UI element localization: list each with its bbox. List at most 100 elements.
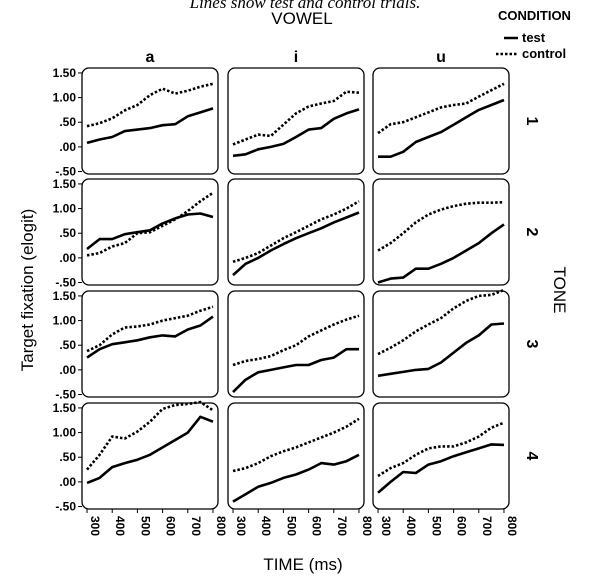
series-line-control <box>377 288 505 356</box>
series-line-test <box>377 443 505 494</box>
panel-tone-2-vowel-u <box>372 178 510 286</box>
row-facet-title: TONE <box>550 267 569 314</box>
panel-frame <box>372 290 510 398</box>
series-line-control <box>86 191 214 257</box>
facet-row-label-3: 3 <box>523 340 540 349</box>
panel-tone-2-vowel-i <box>227 178 365 286</box>
series-line-test <box>86 212 214 251</box>
x-tick-label: 700 <box>189 516 203 536</box>
series-line-control <box>232 417 360 473</box>
legend-label-control: control <box>522 46 566 61</box>
panel-tone-1-vowel-a <box>81 67 219 175</box>
y-tick-label: .50 <box>59 450 76 464</box>
facet-row-labels: 1 2 3 4 <box>523 117 540 461</box>
y-tick-label: 1.00 <box>53 202 77 216</box>
panel-frame <box>227 402 365 510</box>
series-line-control <box>377 421 505 478</box>
panel-tone-3-vowel-u <box>372 288 510 398</box>
x-tick-label: 500 <box>284 516 298 536</box>
y-tick-label: 1.50 <box>53 289 77 303</box>
x-tick-label: 300 <box>88 516 102 536</box>
legend: CONDITION test control <box>496 8 571 61</box>
x-tick-label: 800 <box>214 516 228 536</box>
x-tick-label: 600 <box>164 516 178 536</box>
x-tick-label: 700 <box>480 516 494 536</box>
y-tick-label: -.50 <box>55 276 76 290</box>
panel-tone-2-vowel-a <box>81 178 219 286</box>
y-axis-title: Target fixation (elogit) <box>18 209 37 372</box>
facet-row-label-2: 2 <box>523 228 540 237</box>
series-line-control <box>377 82 505 135</box>
series-line-test <box>378 98 505 158</box>
chart-title: Lines show test and control trials. <box>189 0 421 12</box>
panel-frame <box>372 402 510 510</box>
panel-frame <box>81 290 219 398</box>
facet-row-label-1: 1 <box>523 117 540 126</box>
series-line-test <box>377 322 505 378</box>
x-tick-label: 600 <box>310 516 324 536</box>
y-tick-label: 1.50 <box>53 401 77 415</box>
x-tick-label: 400 <box>404 516 418 536</box>
x-tick-label: 300 <box>379 516 393 536</box>
y-tick-label: .00 <box>59 363 76 377</box>
facet-panels <box>81 67 510 510</box>
series-line-test <box>232 108 360 158</box>
series-line-test <box>232 211 360 277</box>
x-tick-label: 400 <box>113 516 127 536</box>
col-facet-title: VOWEL <box>271 9 332 28</box>
panel-frame <box>227 67 365 175</box>
y-tick-label: 1.00 <box>53 91 77 105</box>
panel-tone-4-vowel-i <box>227 402 365 510</box>
x-tick-label: 800 <box>505 516 519 536</box>
facet-row-label-4: 4 <box>523 452 540 461</box>
legend-title: CONDITION <box>498 8 571 23</box>
series-line-control <box>86 305 214 353</box>
panel-tone-4-vowel-a <box>81 400 219 510</box>
y-tick-label: -.50 <box>55 388 76 402</box>
x-tick-label: 300 <box>234 516 248 536</box>
facet-column-label-i: i <box>294 49 298 66</box>
series-line-control <box>232 90 360 146</box>
y-tick-label: 1.50 <box>53 177 77 191</box>
x-tick-label: 500 <box>138 516 152 536</box>
x-axis-title: TIME (ms) <box>263 555 342 574</box>
x-tick-label: 500 <box>429 516 443 536</box>
panel-frame <box>81 67 219 175</box>
y-tick-label: .50 <box>59 226 76 240</box>
series-line-control <box>377 200 505 252</box>
y-tick-label: 1.50 <box>53 66 77 80</box>
y-tick-label: -.50 <box>55 165 76 179</box>
y-tick-labels: 1.501.00.50.00-.501.501.00.50.00-.501.50… <box>53 66 82 514</box>
panel-tone-3-vowel-i <box>227 290 365 398</box>
series-line-test <box>86 415 214 485</box>
x-tick-label: 800 <box>360 516 374 536</box>
panel-tone-1-vowel-u <box>372 67 510 175</box>
panel-frame <box>227 290 365 398</box>
y-tick-label: 1.00 <box>53 314 77 328</box>
series-line-control <box>232 314 360 367</box>
x-tick-label: 700 <box>335 516 349 536</box>
series-line-test <box>232 347 359 394</box>
series-line-test <box>232 453 360 503</box>
series-line-control <box>86 400 214 471</box>
legend-label-test: test <box>522 30 546 45</box>
facet-column-label-u: u <box>436 49 446 66</box>
y-tick-label: 1.00 <box>53 426 77 440</box>
y-tick-label: .50 <box>59 338 76 352</box>
y-tick-label: .00 <box>59 251 76 265</box>
series-line-control <box>232 200 360 264</box>
y-tick-label: .00 <box>59 475 76 489</box>
panel-tone-1-vowel-i <box>227 67 365 175</box>
series-line-test <box>377 223 505 284</box>
y-tick-label: -.50 <box>55 500 76 514</box>
y-tick-label: .50 <box>59 115 76 129</box>
x-tick-label: 400 <box>259 516 273 536</box>
panel-frame <box>372 178 510 286</box>
y-tick-label: .00 <box>59 140 76 154</box>
panel-frame <box>372 67 510 175</box>
series-line-test <box>86 315 214 359</box>
panel-tone-3-vowel-a <box>81 290 219 398</box>
